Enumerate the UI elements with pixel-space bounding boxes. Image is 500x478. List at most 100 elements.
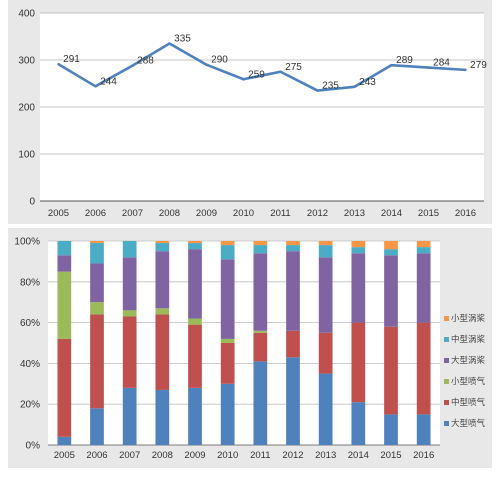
data-point (353, 85, 356, 88)
y-tick-label: 100% (14, 237, 40, 248)
x-tick-label: 2011 (270, 208, 290, 219)
bar-segment (155, 308, 170, 315)
data-label: 284 (433, 58, 450, 69)
data-label: 289 (396, 55, 413, 66)
x-tick-label: 2010 (233, 208, 254, 219)
bar-segment (220, 259, 235, 339)
bar-segment (416, 414, 431, 445)
bar-segment (155, 314, 170, 390)
data-point (57, 63, 60, 66)
bar-segment (416, 322, 431, 415)
x-tick-label: 2007 (122, 208, 143, 219)
data-point (242, 78, 245, 81)
data-label: 235 (322, 81, 339, 92)
data-point (316, 89, 319, 92)
bar-segment (416, 253, 431, 323)
bar-segment (220, 383, 235, 445)
x-tick-label: 2016 (413, 450, 434, 461)
x-tick-label: 2008 (159, 208, 180, 219)
data-point (464, 68, 467, 72)
data-point (131, 64, 134, 67)
bar-segment (57, 436, 72, 445)
x-tick-label: 2007 (119, 450, 140, 461)
x-tick-label: 2010 (217, 450, 238, 461)
line-chart-panel: 0 100 200 300 400 2005 2006 2007 2008 2009 2010 201… (8, 0, 492, 224)
y-tick-label: 0 (29, 197, 35, 208)
bar-segment (90, 314, 104, 409)
bar-segment (220, 241, 235, 246)
data-point (94, 85, 97, 88)
x-tick-label: 2016 (455, 208, 476, 219)
data-label: 279 (470, 60, 487, 71)
bar-segment (416, 241, 431, 248)
x-tick-label: 2015 (418, 208, 439, 219)
bar-segment (253, 332, 268, 362)
y-tick-label: 400 (18, 9, 35, 20)
bar-segment (188, 241, 202, 244)
x-tick-label: 2009 (184, 450, 205, 461)
legend-swatch (444, 337, 449, 342)
bar-segment (220, 245, 235, 260)
bar-segment (416, 247, 431, 254)
y-tick-label: 40% (20, 359, 40, 370)
series-line (57, 42, 466, 92)
bar-segment (220, 338, 235, 343)
data-label: 288 (137, 56, 154, 67)
data-label: 290 (211, 55, 228, 66)
x-tick-label: 2006 (85, 208, 106, 219)
x-tick-label: 2013 (344, 208, 365, 219)
data-point (427, 66, 430, 69)
bar-segment (351, 247, 366, 254)
y-tick-label: 20% (20, 400, 40, 411)
x-tick-label: 2012 (307, 208, 328, 219)
data-point (205, 63, 208, 66)
bar-segment (188, 324, 202, 388)
bar-segment (286, 241, 300, 246)
data-point (390, 63, 393, 67)
bar-segment (318, 241, 333, 246)
y-tick-label: 100 (18, 150, 35, 161)
bar-segment (384, 241, 398, 250)
data-label: 244 (100, 76, 117, 87)
bar-segment (318, 332, 333, 374)
bar-segment (57, 271, 72, 339)
bar-segment (286, 245, 300, 252)
bar-segment (188, 243, 202, 250)
bar-segment (384, 326, 398, 415)
bar-segment (122, 241, 137, 258)
x-tick-label: 2011 (250, 450, 270, 461)
legend-label: 大型涡桨 (451, 355, 486, 365)
bar-segment (351, 241, 366, 248)
line-chart: 0 100 200 300 400 2005 2006 2007 2008 2009 2010 201… (18, 9, 487, 220)
bar-segment (122, 387, 137, 445)
bar-segment (286, 357, 300, 445)
data-label: 335 (174, 34, 191, 45)
data-label: 243 (359, 77, 376, 88)
legend-label: 小型喷气 (451, 376, 486, 386)
x-tick-label: 2005 (48, 208, 69, 219)
x-tick-label: 2014 (381, 208, 402, 219)
x-tick-label: 2014 (348, 450, 369, 461)
bar-segment (318, 257, 333, 333)
bar-segment (90, 408, 104, 445)
stacked-bar-chart-panel: 0% 20% 40% 60% 80% 100% 2005 2006 2007 2008 2009 20… (8, 228, 492, 468)
bar-segment (155, 243, 170, 252)
y-tick-label: 0% (26, 441, 41, 452)
bar-segment (90, 302, 104, 315)
legend-label: 大型喷气 (451, 418, 486, 428)
bar-segment (57, 338, 72, 437)
legend-label: 中型喷气 (451, 397, 486, 407)
legend-swatch (444, 421, 449, 426)
legend-swatch (444, 358, 449, 363)
bar-segment (122, 257, 137, 311)
bar-segment (188, 249, 202, 319)
legend-label: 小型涡桨 (451, 313, 486, 323)
data-label: 259 (248, 69, 265, 80)
y-tick-label: 60% (20, 318, 40, 329)
bar-segment (220, 343, 235, 384)
legend-swatch (444, 316, 449, 321)
bar-segment (253, 241, 268, 246)
stacked-bar-chart: 0% 20% 40% 60% 80% 100% 2005 2006 2007 2008 2009 20… (14, 237, 486, 462)
bar-segment (188, 318, 202, 325)
plot-area (48, 241, 440, 445)
